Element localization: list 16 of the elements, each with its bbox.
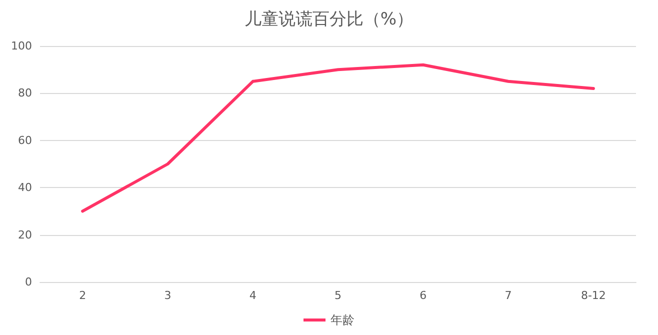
line-series (81, 63, 595, 213)
x-tick-label: 3 (164, 289, 172, 302)
x-tick-label: 7 (504, 289, 512, 302)
chart-title: 儿童说谎百分比（%） (244, 10, 414, 30)
x-tick-label: 6 (420, 289, 427, 302)
y-tick-label: 0 (25, 276, 32, 288)
x-tick-label: 4 (249, 289, 256, 302)
y-tick-label: 60 (18, 134, 32, 147)
y-tick-label: 40 (18, 181, 32, 194)
y-tick-label: 20 (18, 228, 32, 242)
x-tick-label: 2 (79, 289, 86, 302)
y-tick-label: 100 (11, 40, 32, 52)
x-tick-label: 5 (334, 289, 342, 302)
legend-label: 年龄 (330, 313, 354, 327)
y-tick-label: 80 (18, 86, 32, 100)
x-tick-label: 8-12 (580, 289, 606, 302)
